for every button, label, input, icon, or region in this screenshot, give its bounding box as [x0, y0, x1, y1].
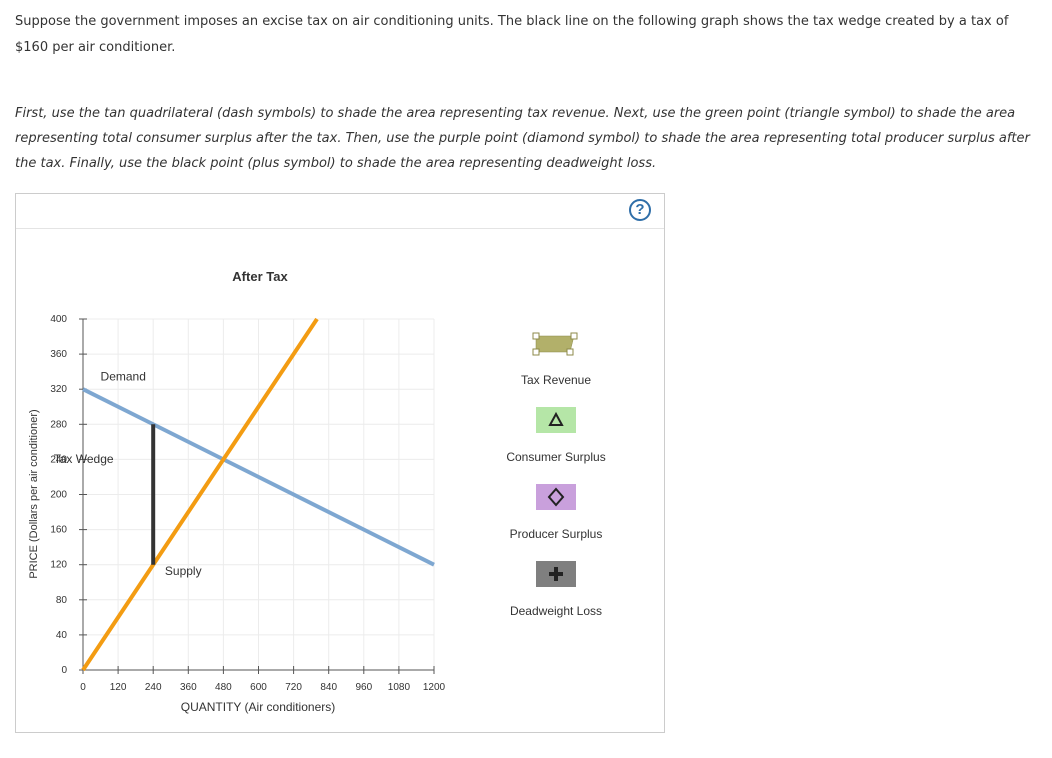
- dash-handle-icon: [532, 332, 540, 340]
- x-tick-label: 360: [180, 682, 197, 693]
- supply-label: Supply: [165, 564, 202, 578]
- x-tick-label: 0: [80, 682, 86, 693]
- legend-label: Producer Surplus: [510, 527, 603, 541]
- x-tick-label: 840: [320, 682, 337, 693]
- graph-toolbar: ?: [16, 194, 664, 229]
- dash-handle-icon: [570, 332, 578, 340]
- chart: After Tax 0 120 240 360 480 600 720 840 960 1080 1…: [28, 269, 606, 714]
- legend-label: Tax Revenue: [521, 373, 591, 387]
- y-tick-label: 400: [50, 314, 67, 325]
- chart-title: After Tax: [232, 269, 288, 284]
- y-tick-label: 160: [50, 525, 67, 536]
- y-tick-label: 280: [50, 419, 67, 430]
- x-tick-label: 960: [355, 682, 372, 693]
- green-triangle-icon-background[interactable]: [536, 407, 576, 433]
- y-tick-label: 360: [50, 349, 67, 360]
- demand-curve: [82, 387, 435, 567]
- black-plus-icon: [549, 567, 563, 581]
- x-tick-label: 720: [285, 682, 302, 693]
- y-tick-label: 120: [50, 560, 67, 571]
- legend-label: Consumer Surplus: [506, 450, 605, 464]
- x-tick-label: 1080: [388, 682, 411, 693]
- legend-consumer-surplus[interactable]: Consumer Surplus: [506, 407, 606, 464]
- y-tick-label: 80: [56, 595, 68, 606]
- green-triangle-icon: [548, 411, 564, 426]
- y-tick-label: 200: [50, 490, 67, 501]
- y-tick-label: 0: [61, 665, 67, 676]
- legend-producer-surplus[interactable]: Producer Surplus: [510, 484, 603, 541]
- graph-panel: ? After Tax 0 120 240 360 480 600 720 840 960 108…: [15, 193, 665, 733]
- purple-diamond-icon: [547, 487, 565, 507]
- dash-handle-icon: [532, 348, 540, 356]
- x-tick-label: 1200: [423, 682, 446, 693]
- x-tick-label: 480: [215, 682, 232, 693]
- legend-deadweight-loss[interactable]: Deadweight Loss: [510, 561, 602, 618]
- question-instructions: First, use the tan quadrilateral (dash s…: [15, 106, 1030, 171]
- x-tick-label: 120: [110, 682, 127, 693]
- legend-label: Deadweight Loss: [510, 604, 602, 618]
- tax-wedge-label: Tax Wedge: [54, 452, 114, 466]
- x-axis-label: QUANTITY (Air conditioners): [181, 700, 335, 714]
- help-icon[interactable]: ?: [629, 199, 651, 221]
- y-tick-label: 320: [50, 384, 67, 395]
- demand-label: Demand: [101, 369, 146, 383]
- y-tick-label: 240: [50, 454, 67, 465]
- y-axis-label: PRICE (Dollars per air conditioner): [28, 409, 40, 578]
- x-tick-label: 600: [250, 682, 267, 693]
- dash-handle-icon: [566, 348, 574, 356]
- x-tick-label: 240: [145, 682, 162, 693]
- supply-curve: [81, 317, 319, 672]
- legend-tax-revenue[interactable]: Tax Revenue: [521, 332, 591, 387]
- y-tick-label: 40: [56, 630, 68, 641]
- question-intro: Suppose the government imposes an excise…: [15, 14, 1009, 55]
